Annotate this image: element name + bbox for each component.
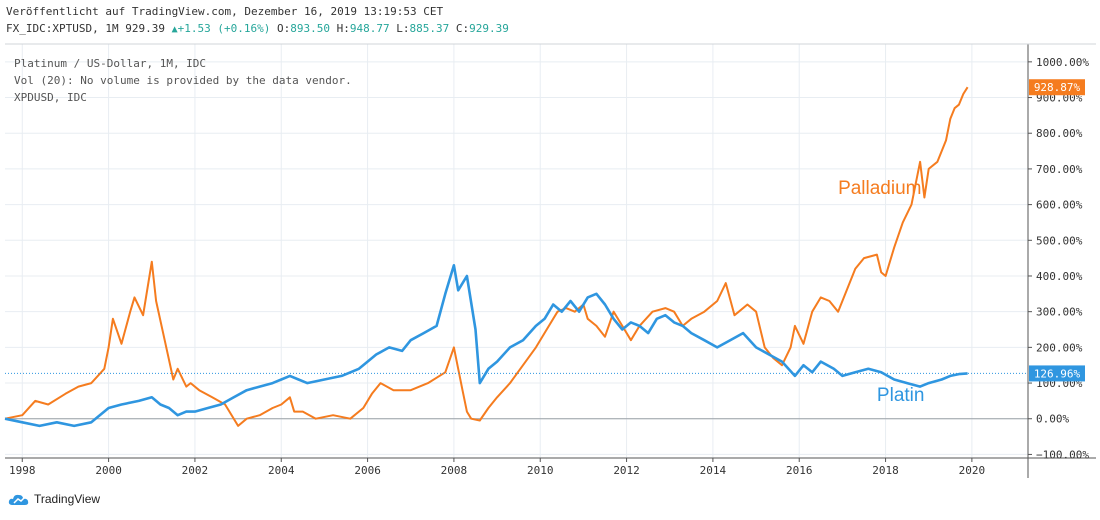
- x-tick-label: 2020: [959, 464, 986, 477]
- published-line: Veröffentlicht auf TradingView.com, Deze…: [6, 5, 443, 18]
- x-tick-label: 1998: [9, 464, 36, 477]
- annotation-palladium: Palladium: [838, 178, 921, 199]
- high-label: H:: [336, 22, 350, 35]
- x-tick-label: 2000: [95, 464, 122, 477]
- legend-main-text: Platinum / US-Dollar, 1M, IDC: [14, 57, 207, 70]
- x-tick-label: 2018: [872, 464, 899, 477]
- x-tick-label: 2010: [527, 464, 554, 477]
- cloud-icon: [8, 494, 29, 505]
- x-tick-label: 2012: [613, 464, 640, 477]
- y-tick-label: 400.00%: [1036, 270, 1083, 283]
- legend-volume: Vol (20): No volume is provided by the d…: [14, 74, 352, 87]
- last-price: 929.39: [125, 22, 165, 35]
- legend-volume-text: Vol (20): No volume is provided by the d…: [14, 74, 352, 87]
- legend-main: Platinum / US-Dollar, 1M, IDC: [14, 57, 206, 70]
- y-tick-label: 1000.00%: [1036, 56, 1089, 69]
- series-line-platin: [4, 263, 968, 428]
- series-line-palladium: [4, 86, 969, 427]
- last-value-label: 928.87%: [1034, 81, 1081, 94]
- legend-compare-text: XPDUSD, IDC: [14, 91, 87, 104]
- last-value-badge: [1029, 79, 1085, 96]
- y-tick-label: 0.00%: [1036, 413, 1069, 426]
- close-label: C:: [455, 22, 470, 35]
- symbol-line: FX_IDC:XPTUSD, 1M 929.39 ▲+1.53 (+0.16%)…: [6, 22, 509, 35]
- annotation-platin: Platin: [877, 385, 925, 406]
- published-text: Veröffentlicht auf TradingView.com, Deze…: [6, 5, 444, 18]
- x-tick-label: 2014: [700, 464, 727, 477]
- x-tick-label: 2002: [182, 464, 209, 477]
- y-tick-label: 300.00%: [1036, 306, 1083, 319]
- x-tick-label: 2004: [268, 464, 295, 477]
- y-tick-label: 200.00%: [1036, 341, 1083, 354]
- close-value: 929.39: [469, 22, 509, 35]
- high-value: 948.77: [349, 22, 390, 35]
- x-tick-label: 2008: [441, 464, 468, 477]
- price-change: +1.53 (+0.16%): [177, 22, 271, 35]
- up-arrow-icon: ▲: [171, 24, 178, 35]
- open-value: 893.50: [290, 22, 330, 35]
- y-tick-label: 800.00%: [1036, 127, 1083, 140]
- low-label: L:: [396, 22, 410, 35]
- y-tick-label: 700.00%: [1036, 163, 1083, 176]
- y-tick-label: 600.00%: [1036, 199, 1083, 212]
- last-value-badge: [1029, 365, 1085, 382]
- brand-name: TradingView: [34, 492, 101, 506]
- legend-compare: XPDUSD, IDC: [14, 91, 87, 104]
- x-tick-label: 2006: [354, 464, 381, 477]
- symbol-text: FX_IDC:XPTUSD, 1M: [6, 22, 119, 35]
- last-value-label: 126.96%: [1034, 367, 1081, 380]
- open-label: O:: [276, 22, 291, 35]
- x-tick-label: 2016: [786, 464, 813, 477]
- y-tick-label: −100.00%: [1036, 448, 1089, 461]
- y-tick-label: 500.00%: [1036, 234, 1083, 247]
- low-value: 885.37: [409, 22, 450, 35]
- tradingview-logo[interactable]: TradingView: [8, 492, 100, 506]
